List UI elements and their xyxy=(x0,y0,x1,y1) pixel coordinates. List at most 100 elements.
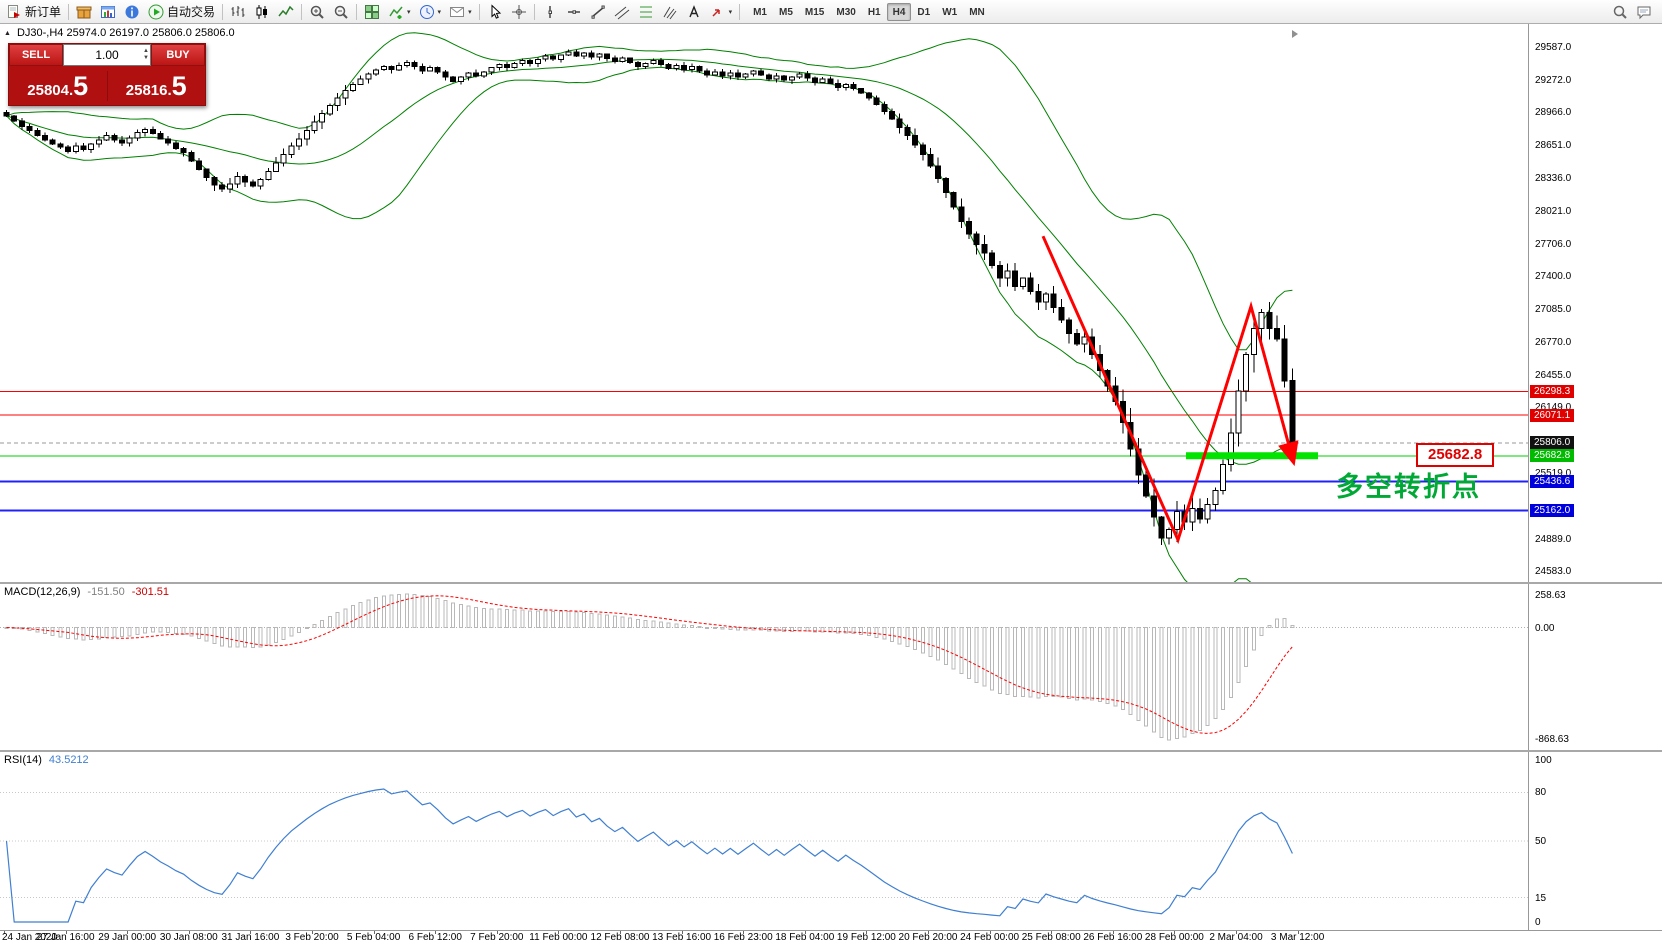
cursor-button[interactable] xyxy=(483,2,507,22)
price-badge-25162.0: 25162.0 xyxy=(1530,503,1575,517)
volume-input[interactable]: 1.00 ▲ ▼ xyxy=(63,44,151,66)
auto-trading-button[interactable]: 自动交易 xyxy=(144,2,219,22)
time-label: 28 Feb 00:00 xyxy=(1144,932,1204,943)
panel-separator[interactable] xyxy=(0,750,1662,752)
rsi-chart[interactable] xyxy=(0,752,1528,930)
turning-point-note[interactable]: 多空转折点 xyxy=(1336,471,1481,502)
time-tick xyxy=(1112,931,1114,934)
macd-main-value: -151.50 xyxy=(87,586,125,598)
fibonacci-button[interactable] xyxy=(634,2,658,22)
time-tick xyxy=(620,931,621,934)
crosshair-button[interactable] xyxy=(507,2,531,22)
channel-icon xyxy=(614,6,629,19)
horizontal-line-button[interactable] xyxy=(562,2,586,22)
candlestick-chart-button[interactable] xyxy=(250,2,274,22)
chart-end-marker-icon[interactable] xyxy=(1292,30,1298,38)
linechart-icon xyxy=(278,5,294,16)
macd-label: MACD(12,26,9) -151.50 -301.51 xyxy=(4,586,169,598)
spin-down-icon[interactable]: ▼ xyxy=(143,55,149,61)
macd-chart[interactable] xyxy=(0,584,1528,750)
timeframe-h1[interactable]: H1 xyxy=(867,6,881,18)
ohlc-readout: DJ30-,H4 25974.0 26197.0 25806.0 25806.0 xyxy=(16,27,235,39)
time-tick xyxy=(1236,931,1237,934)
bars-icon xyxy=(231,5,245,17)
timeframe-d1[interactable]: D1 xyxy=(917,6,931,18)
info-button[interactable] xyxy=(120,2,144,22)
package-button[interactable] xyxy=(72,2,96,22)
collapse-arrow-icon[interactable]: ▲ xyxy=(4,29,11,37)
buy-button[interactable]: BUY xyxy=(151,44,205,66)
timeframe-m30[interactable]: M30 xyxy=(836,6,856,18)
price-chart[interactable] xyxy=(0,24,1528,582)
time-label: 12 Feb 08:00 xyxy=(590,932,650,943)
bar-chart-button[interactable] xyxy=(226,2,250,22)
timeframe-m15[interactable]: M15 xyxy=(804,6,825,18)
periods-button[interactable]: ▾ xyxy=(415,2,446,22)
time-tick xyxy=(250,931,252,934)
price-panel: 29587.0 29272.0 28966.0 28651.0 28336.0 28021… xyxy=(0,24,1662,582)
sell-price-big-digit: 5 xyxy=(73,71,89,101)
indicators-button[interactable]: ▾ xyxy=(384,2,415,22)
neworder-icon xyxy=(8,4,20,18)
templates-button[interactable]: ▾ xyxy=(445,2,476,22)
time-tick xyxy=(1174,931,1176,934)
time-scale[interactable]: 24 Jan 2020 27 Jan 16:00 29 Jan 00:00 30 Ja… xyxy=(0,930,1662,944)
spin-up-icon[interactable]: ▲ xyxy=(143,48,149,54)
macd-scale[interactable]: 258.63 0.00 -868.63 xyxy=(1528,584,1662,750)
macd-tick: 0.00 xyxy=(1535,622,1555,634)
timeframe-w1[interactable]: W1 xyxy=(942,6,958,18)
price-tick: 28021.0 xyxy=(1535,206,1572,217)
toolbar-separator xyxy=(301,3,303,20)
chat-button[interactable] xyxy=(1632,2,1656,22)
line-chart-button[interactable] xyxy=(274,2,298,22)
crosshair-icon xyxy=(511,4,526,19)
arrows-button[interactable]: ▾ xyxy=(706,2,737,22)
pitchfork-button[interactable] xyxy=(658,2,682,22)
time-tick xyxy=(312,931,313,934)
chartwin-icon xyxy=(101,5,116,18)
new-order-button[interactable]: 新订单 xyxy=(2,2,65,22)
volume-spinner[interactable]: ▲ ▼ xyxy=(143,45,149,65)
vertical-line-button[interactable] xyxy=(538,2,562,22)
timeframe-m1[interactable]: M1 xyxy=(753,6,767,18)
sell-button[interactable]: SELL xyxy=(9,44,63,66)
sell-price[interactable]: 25804. 5 xyxy=(9,71,107,100)
tile-windows-button[interactable] xyxy=(360,2,384,22)
zoom-out-button[interactable] xyxy=(329,2,353,22)
search-button[interactable] xyxy=(1608,2,1632,22)
time-tick xyxy=(373,931,375,934)
toolbar-separator xyxy=(739,3,741,20)
time-label: 5 Feb 04:00 xyxy=(346,932,401,943)
trendline-button[interactable] xyxy=(586,2,610,22)
price-badge-25682.8: 25682.8 xyxy=(1530,449,1575,463)
timeframe-h4[interactable]: H4 xyxy=(886,2,912,21)
fibo-icon xyxy=(639,6,652,17)
timeframe-bar: M1 M5 M15 M30 H1 H4 D1 W1 MN xyxy=(747,2,991,21)
timeframe-m5[interactable]: M5 xyxy=(779,6,793,18)
buy-price[interactable]: 25816. 5 xyxy=(108,71,206,100)
rsi-scale[interactable]: 100 80 50 15 0 xyxy=(1528,752,1662,930)
timeframe-mn[interactable]: MN xyxy=(969,6,985,18)
price-scale[interactable]: 29587.0 29272.0 28966.0 28651.0 28336.0 28021… xyxy=(1528,24,1662,582)
channel-button[interactable] xyxy=(610,2,634,22)
time-tick xyxy=(188,931,190,934)
chart-window-button[interactable] xyxy=(96,2,120,22)
pitchfork-icon xyxy=(663,6,676,19)
price-tick: 26455.0 xyxy=(1535,369,1572,381)
price-level-label[interactable]: 25682.8 xyxy=(1416,442,1495,467)
tile-icon xyxy=(365,4,380,19)
buy-price-main: 25816. xyxy=(125,82,172,99)
rsi-tick: 100 xyxy=(1535,755,1552,766)
price-tick: 28651.0 xyxy=(1535,140,1572,152)
time-label: 26 Feb 16:00 xyxy=(1083,932,1143,943)
time-label: 3 Mar 12:00 xyxy=(1270,932,1325,943)
panel-separator[interactable] xyxy=(0,582,1662,584)
price-divider xyxy=(106,70,108,101)
time-tick xyxy=(4,931,5,934)
time-tick xyxy=(435,931,437,934)
texta-icon xyxy=(688,4,699,17)
text-button[interactable] xyxy=(682,2,706,22)
zoom-in-button[interactable] xyxy=(305,2,329,22)
search-icon xyxy=(1613,5,1627,19)
